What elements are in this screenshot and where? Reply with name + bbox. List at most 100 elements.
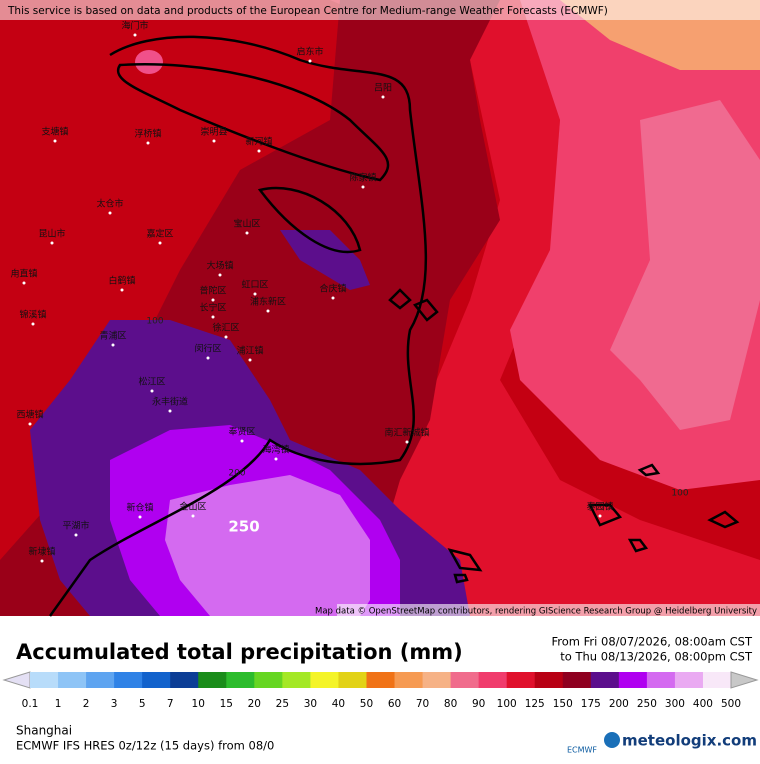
place-label: 锦溪镇 [19,309,46,321]
scale-swatch [394,672,424,688]
place-label: 泰园镇 [586,501,613,513]
place-label: 金山区 [179,501,206,513]
scale-label: 3 [111,698,118,710]
place-dot [266,309,270,313]
place-dot [598,514,602,518]
place-label: 太仓市 [96,198,123,210]
scale-swatch [226,672,255,688]
place-label: 南汇新城镇 [384,427,429,439]
place-label: 启东市 [296,46,323,58]
place-dot [74,533,78,537]
scale-arrow-low [2,671,31,689]
scale-label: 100 [497,698,517,710]
logo-site: meteologix.com [622,732,757,750]
scale-swatch [478,672,508,688]
scale-swatch [198,672,227,688]
banner-bg [0,0,760,20]
location: Shanghai [16,724,72,738]
place-dot [40,559,44,563]
scale-swatch [142,672,171,688]
scale-swatch [702,672,732,688]
place-dot [248,358,252,362]
contour-label: 100 [146,317,163,327]
place-dot [257,149,261,153]
place-label: 松江区 [138,376,165,388]
place-dot [53,139,57,143]
place-label: 普陀区 [199,285,226,297]
scale-label: 125 [525,698,545,710]
place-dot [253,292,257,296]
place-dot [111,343,115,347]
place-dot [158,241,162,245]
scale-label: 175 [581,698,601,710]
scale-label: 300 [665,698,685,710]
place-dot [211,298,215,302]
place-dot [146,141,150,145]
place-label: 新河镇 [245,136,272,148]
place-dot [150,389,154,393]
place-label: 浦江镇 [236,345,263,357]
place-label: 昆山市 [38,228,65,240]
place-label: 海湾镇 [262,444,289,456]
place-dot [245,231,249,235]
period-from: From Fri 08/07/2026, 08:00am CST [552,635,753,649]
place-label: 海门市 [121,20,148,32]
scale-label: 250 [637,698,657,710]
place-label: 陈家镇 [349,172,376,184]
place-dot [211,315,215,319]
place-dot [308,59,312,63]
place-label: 新埭镇 [28,546,55,558]
scale-label: 2 [83,698,90,710]
scale-swatch [422,672,452,688]
attribution-bg [337,604,760,616]
place-label: 新仓镇 [126,502,153,514]
place-dot [218,273,222,277]
place-dot [50,241,54,245]
scale-swatch [450,672,480,688]
scale-label: 10 [192,698,205,710]
scale-swatch [114,672,143,688]
place-label: 西塘镇 [16,409,43,421]
place-dot [168,409,172,413]
attribution: Map data © OpenStreetMap contributors, r… [315,607,757,617]
scale-arrow-high [730,671,759,689]
scale-swatch [646,672,676,688]
scale-swatch [254,672,283,688]
place-label: 吕阳 [374,83,392,94]
period-to: to Thu 08/13/2026, 08:00pm CST [560,650,753,664]
place-dot [206,356,210,360]
place-dot [361,185,365,189]
scale-swatch [506,672,536,688]
scale-label: 500 [721,698,741,710]
scale-swatch [674,672,704,688]
place-label: 白鹤镇 [108,275,135,287]
place-dot [31,322,35,326]
scale-swatch [58,672,87,688]
scale-swatch [534,672,564,688]
place-label: 闵行区 [194,343,221,355]
scale-label: 7 [167,698,174,710]
scale-swatch [590,672,620,688]
contour-label: 100 [671,489,688,499]
place-dot [212,139,216,143]
legend-title: Accumulated total precipitation (mm) [16,640,463,664]
contour-label: 250 [228,518,259,536]
place-label: 长宁区 [199,302,226,314]
scale-label: 90 [472,698,485,710]
scale-swatch [282,672,311,688]
scale-label: 15 [220,698,233,710]
scale-label: 50 [360,698,373,710]
place-label: 支塘镇 [41,126,68,138]
scale-label: 200 [609,698,629,710]
scale-swatch [170,672,199,688]
place-label: 奉贤区 [228,426,255,438]
place-label: 虹口区 [241,280,268,291]
scale-label: 1 [55,698,62,710]
place-label: 浦东新区 [250,296,286,308]
place-label: 大场镇 [206,260,233,272]
scale-label: 80 [444,698,457,710]
place-dot [108,211,112,215]
place-dot [240,439,244,443]
scale-label: 150 [553,698,573,710]
